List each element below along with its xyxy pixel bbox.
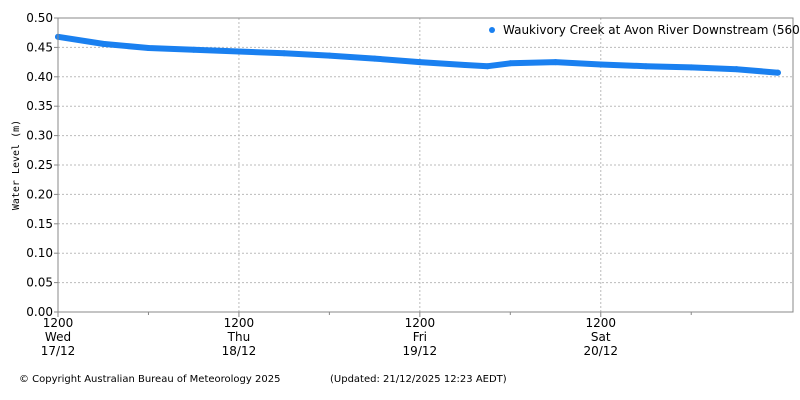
- data-point: [507, 60, 514, 67]
- data-point: [484, 63, 491, 70]
- data-point: [235, 48, 242, 55]
- x-tick-label: 18/12: [222, 344, 257, 358]
- data-point: [688, 64, 695, 71]
- x-tick-label: Sat: [591, 330, 611, 344]
- x-tick-label: 1200: [405, 316, 436, 330]
- updated-timestamp: (Updated: 21/12/2025 12:23 AEDT): [330, 374, 507, 385]
- y-tick-label: 0.10: [26, 246, 53, 260]
- data-point: [100, 40, 107, 47]
- legend-label: Waukivory Creek at Avon River Downstream…: [503, 23, 800, 37]
- y-tick-label: 0.25: [26, 158, 53, 172]
- copyright-text: © Copyright Australian Bureau of Meteoro…: [19, 374, 281, 385]
- y-tick-label: 0.30: [26, 129, 53, 143]
- data-point: [774, 69, 781, 76]
- data-point: [190, 46, 197, 53]
- x-tick-label: Thu: [227, 330, 251, 344]
- y-tick-label: 0.20: [26, 187, 53, 201]
- y-tick-label: 0.35: [26, 99, 53, 113]
- data-point: [643, 63, 649, 70]
- y-tick-label: 0.40: [26, 70, 53, 84]
- data-point: [597, 61, 604, 68]
- data-point: [552, 59, 559, 66]
- data-point: [462, 62, 469, 69]
- data-point: [416, 59, 423, 66]
- x-tick-label: 19/12: [403, 344, 438, 358]
- y-axis-label: Water Level (m): [11, 120, 22, 210]
- data-point: [371, 55, 378, 62]
- water-level-chart: 0.00 0.05 0.10 0.15 0.20 0.25 0.30 0.35 0.40 0.45…: [11, 11, 800, 358]
- data-point: [145, 44, 152, 51]
- series-line: [55, 33, 781, 76]
- x-tick-label: 17/12: [41, 344, 76, 358]
- legend-marker: [489, 27, 495, 33]
- x-tick-label: 20/12: [583, 344, 618, 358]
- data-point: [281, 50, 288, 57]
- data-point: [326, 52, 333, 59]
- x-tick-label: 1200: [585, 316, 616, 330]
- data-point: [733, 66, 740, 73]
- y-tick-label: 0.00: [26, 305, 53, 319]
- y-tick-label: 0.50: [26, 11, 53, 25]
- x-tick-label: 1200: [43, 316, 74, 330]
- y-tick-label: 0.45: [26, 40, 53, 54]
- y-tick-label: 0.05: [26, 276, 53, 290]
- x-tick-label: Fri: [413, 330, 427, 344]
- x-tick-label: 1200: [224, 316, 255, 330]
- x-tick-label: Wed: [45, 330, 71, 344]
- y-tick-label: 0.15: [26, 217, 53, 231]
